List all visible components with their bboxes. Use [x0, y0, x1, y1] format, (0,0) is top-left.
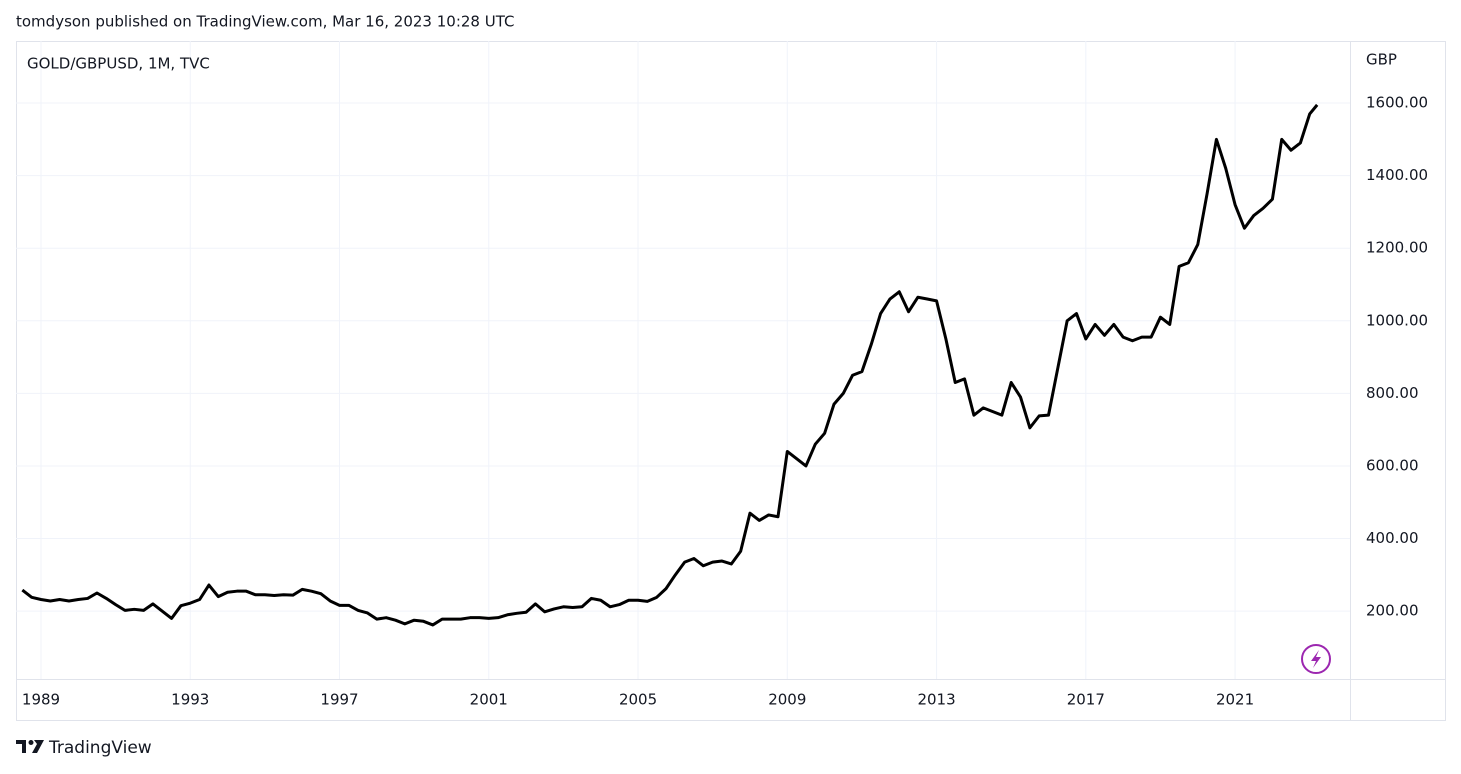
- grid: [16, 41, 1350, 679]
- x-tick-label: 2009: [768, 691, 806, 709]
- chart-title: GOLD/GBPUSD, 1M, TVC: [27, 55, 210, 73]
- x-tick-label: 1989: [22, 691, 60, 709]
- x-tick-label: 2013: [917, 691, 955, 709]
- price-line: [21, 103, 1319, 627]
- alert-bolt: [1311, 650, 1321, 668]
- y-tick-label: 200.00: [1366, 602, 1419, 620]
- y-axis-unit: GBP: [1366, 51, 1397, 69]
- logo-v: [32, 740, 44, 753]
- plot: [21, 103, 1319, 627]
- x-tick-label: 1997: [320, 691, 358, 709]
- y-tick-label: 800.00: [1366, 384, 1419, 402]
- published-note: tomdyson published on TradingView.com, M…: [16, 13, 514, 31]
- logo-t: [16, 740, 26, 753]
- y-tick-label: 1200.00: [1366, 239, 1428, 257]
- x-tick-label: 2017: [1067, 691, 1105, 709]
- x-tick-label: 2001: [470, 691, 508, 709]
- brand-logo[interactable]: TradingView: [16, 738, 152, 758]
- alert-circle: [1301, 644, 1331, 674]
- alert-icon[interactable]: [1301, 644, 1331, 674]
- brand-name: TradingView: [48, 738, 152, 758]
- y-tick-label: 1000.00: [1366, 311, 1428, 329]
- y-tick-label: 1400.00: [1366, 166, 1428, 184]
- x-tick-label: 2021: [1216, 691, 1254, 709]
- x-tick-label: 2005: [619, 691, 657, 709]
- y-tick-label: 600.00: [1366, 456, 1419, 474]
- chart-frame: [16, 41, 1446, 721]
- logo-dot: [28, 740, 34, 745]
- x-tick-label: 1993: [171, 691, 209, 709]
- y-tick-label: 1600.00: [1366, 94, 1428, 112]
- y-tick-label: 400.00: [1366, 529, 1419, 547]
